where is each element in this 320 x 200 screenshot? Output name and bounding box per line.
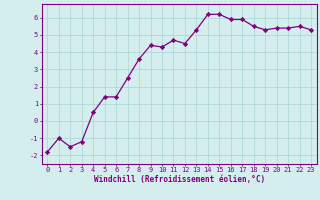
X-axis label: Windchill (Refroidissement éolien,°C): Windchill (Refroidissement éolien,°C) bbox=[94, 175, 265, 184]
